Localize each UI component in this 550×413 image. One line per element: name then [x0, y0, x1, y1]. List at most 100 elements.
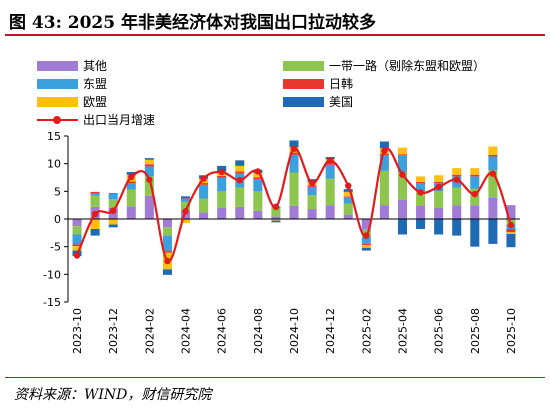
- bar-segment: [488, 170, 498, 198]
- bar-segment: [434, 191, 444, 208]
- bar-segment: [379, 155, 389, 171]
- line-point: [489, 170, 497, 177]
- bar-segment: [416, 219, 426, 229]
- line-point: [326, 157, 334, 164]
- bar-segment: [72, 219, 82, 227]
- bar-segment: [397, 155, 407, 172]
- bar-segment: [434, 207, 444, 219]
- bar-segment: [162, 219, 172, 228]
- line-point: [381, 147, 388, 155]
- bar-segment: [289, 154, 299, 173]
- bar-segment: [162, 235, 172, 252]
- bar-segment: [72, 226, 82, 235]
- bar-segment: [361, 245, 371, 248]
- bar-segment: [253, 173, 263, 178]
- bar-segment: [343, 214, 353, 219]
- line-point: [236, 177, 243, 184]
- bar-segment: [452, 219, 462, 236]
- bar-segment: [379, 205, 389, 219]
- line-point: [146, 176, 153, 183]
- bar-segment: [307, 195, 317, 210]
- bar-segment: [397, 147, 407, 155]
- bar-segment: [108, 199, 118, 208]
- bar-segment: [397, 199, 407, 219]
- line-point: [345, 182, 352, 189]
- legend-swatch: [37, 97, 78, 107]
- bar-segment: [488, 219, 498, 244]
- bar-segment: [90, 191, 100, 193]
- bar-segment: [379, 141, 389, 149]
- legend-label: 欧盟: [83, 95, 108, 109]
- bar-segment: [271, 216, 281, 219]
- bar-segment: [217, 177, 227, 192]
- bar-segment: [434, 175, 444, 182]
- bar-segment: [397, 154, 407, 156]
- source-note: 资料来源：WIND，财信研究院: [14, 387, 212, 403]
- legend-label: 东盟: [83, 77, 108, 91]
- y-tick-label: -10: [43, 268, 61, 281]
- line-point: [290, 145, 298, 152]
- bar-segment: [434, 219, 444, 235]
- line-point: [453, 176, 460, 183]
- legend-label: 一带一路（剔除东盟和欧盟）: [329, 59, 486, 73]
- bar-segment: [397, 171, 407, 200]
- bar-segment: [452, 205, 462, 219]
- line-point: [471, 190, 478, 198]
- bar-segment: [271, 220, 281, 223]
- bar-segment: [361, 247, 371, 251]
- bar-segment: [181, 201, 191, 211]
- bar-segment: [506, 228, 516, 233]
- y-tick-label: 5: [54, 185, 61, 198]
- bar-segment: [126, 206, 136, 219]
- bar-segment: [379, 153, 389, 156]
- x-tick-label: 2025-08: [469, 308, 482, 354]
- bar-segment: [307, 186, 317, 196]
- bar-segment: [289, 205, 299, 219]
- x-tick-label: 2024-06: [216, 308, 229, 354]
- bar-segment: [416, 183, 426, 192]
- bar-segment: [452, 187, 462, 206]
- bar-segment: [217, 191, 227, 208]
- bar-segment: [90, 195, 100, 207]
- line-point: [164, 257, 171, 265]
- bar-segment: [144, 166, 154, 177]
- line-point: [110, 207, 117, 214]
- x-tick-label: 2024-10: [288, 308, 301, 354]
- bar-segment: [307, 209, 317, 219]
- bar-segment: [488, 197, 498, 219]
- x-tick-label: 2024-04: [180, 308, 193, 354]
- bar-segment: [470, 219, 480, 247]
- legend-swatch: [283, 79, 324, 89]
- source-rule: [5, 377, 545, 378]
- line-point: [507, 221, 515, 229]
- y-tick-label: -15: [43, 296, 61, 309]
- bar-segment: [126, 181, 136, 184]
- bar-segment: [470, 168, 480, 175]
- bar-segment: [416, 205, 426, 219]
- bar-segment: [72, 244, 82, 247]
- bar-segment: [217, 165, 227, 172]
- bar-segment: [235, 160, 245, 166]
- line-point: [91, 210, 99, 218]
- bar-segment: [488, 146, 498, 155]
- x-tick-label: 2025-06: [433, 308, 446, 354]
- bar-segment: [235, 171, 245, 174]
- x-tick-label: 2025-04: [396, 308, 409, 354]
- bar-segment: [470, 205, 480, 219]
- bar-segment: [470, 174, 480, 177]
- bar-segment: [199, 198, 209, 213]
- bar-segment: [506, 233, 516, 248]
- x-tick-label: 2024-08: [252, 308, 265, 354]
- bar-segment: [108, 193, 118, 200]
- bar-segment: [181, 210, 191, 219]
- bar-segment: [379, 170, 389, 206]
- line-point: [73, 252, 81, 259]
- legend-label: 出口当月增速: [83, 113, 156, 127]
- bar-segment: [181, 198, 191, 202]
- line-point: [363, 232, 370, 239]
- bar-segment: [397, 219, 407, 235]
- bar-segment: [325, 205, 335, 219]
- title-rule: [5, 34, 545, 36]
- bar-segment: [108, 192, 118, 194]
- bar-segment: [235, 165, 245, 172]
